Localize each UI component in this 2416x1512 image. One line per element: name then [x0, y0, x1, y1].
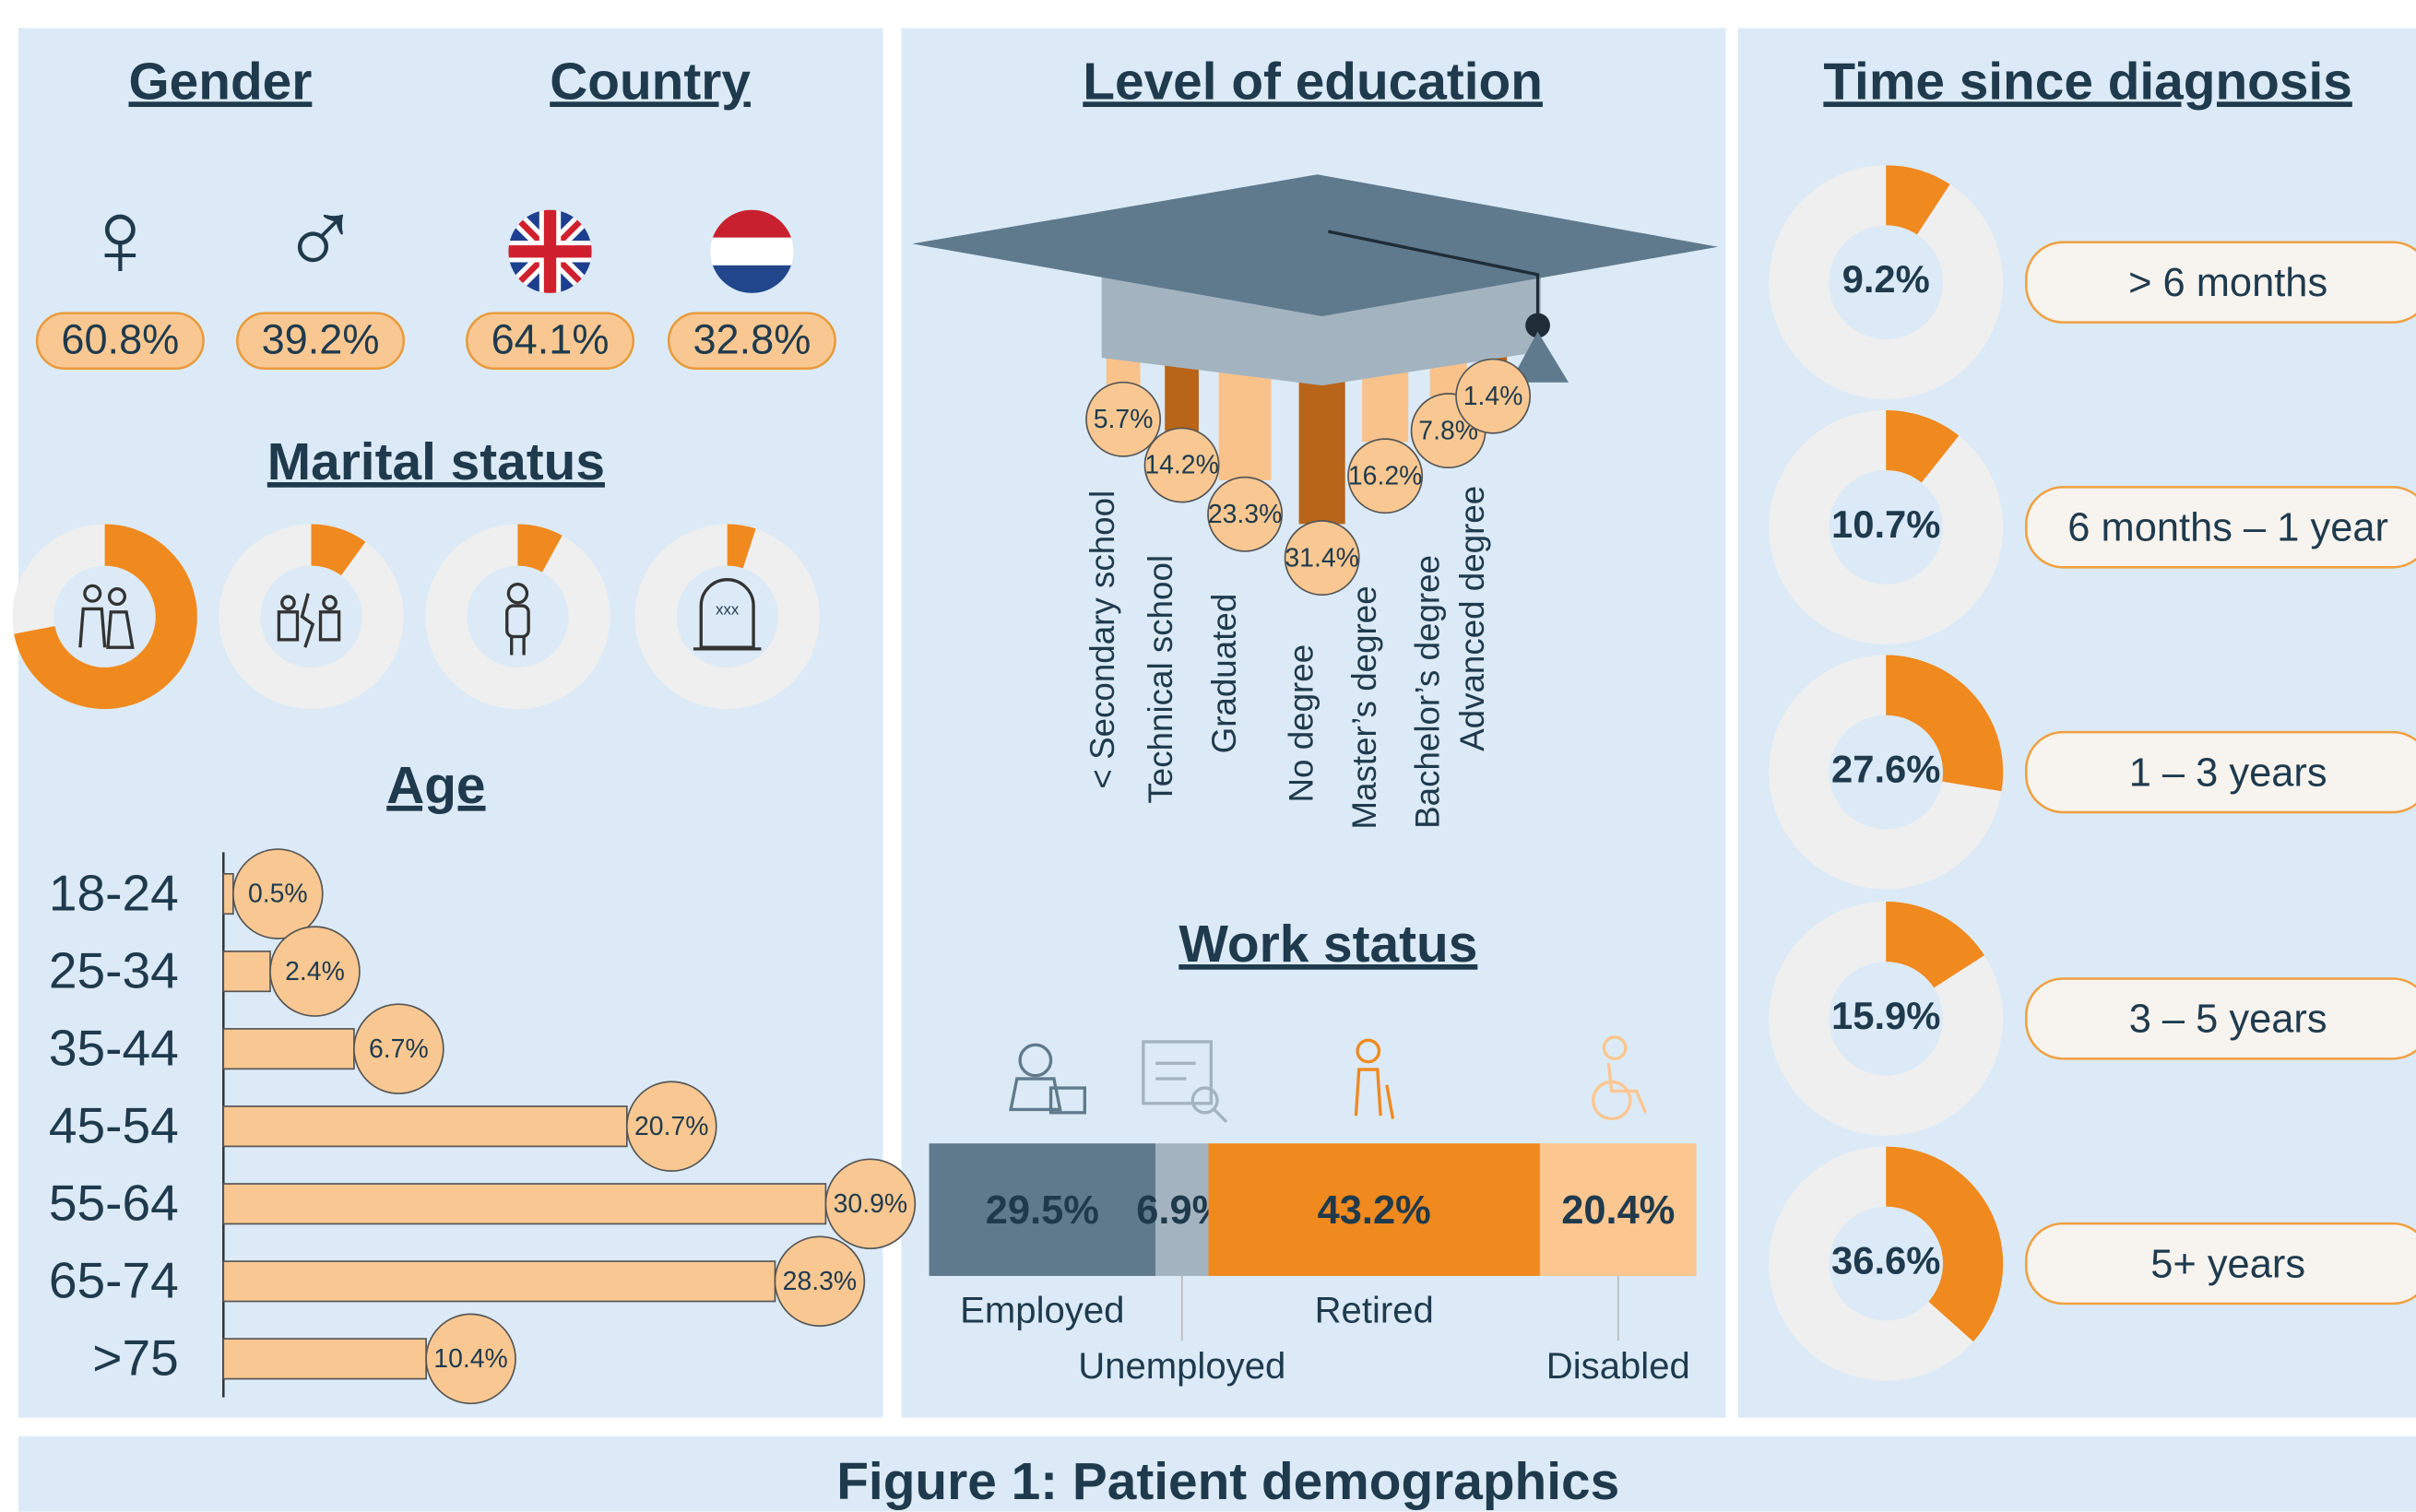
bar	[223, 874, 233, 914]
category-label: 65-74	[49, 1252, 179, 1309]
bar	[223, 1106, 627, 1146]
category-label: 5+ years	[2150, 1242, 2305, 1286]
category-label: 1 – 3 years	[2129, 750, 2327, 795]
value-label: 6.7%	[369, 1034, 429, 1064]
category-label: 3 – 5 years	[2129, 998, 2327, 1042]
nl-flag	[710, 210, 793, 293]
value-label: 30.9%	[834, 1189, 908, 1219]
bar	[223, 1339, 426, 1378]
percent-label: 64.1%	[491, 315, 610, 362]
chart-title: Work status	[1178, 915, 1477, 974]
legend-label: Unemployed	[1078, 1346, 1285, 1387]
chart-title: Time since diagnosis	[1823, 53, 2351, 111]
legend-label: Retired	[1315, 1291, 1434, 1331]
page: Patient demographics {"gender": {"title"…	[0, 0, 2416, 1512]
value-label: 2.4%	[285, 957, 345, 986]
value-label: 5.7%	[1094, 405, 1154, 434]
value-label: 29.5%	[986, 1188, 1099, 1233]
category-label: 45-54	[49, 1097, 179, 1154]
value-label: 9.2%	[1842, 257, 1930, 301]
female-icon: ♀	[79, 178, 160, 299]
category-label: 18-24	[49, 864, 179, 921]
category-label: 25-34	[49, 941, 179, 998]
bar	[223, 951, 270, 991]
category-label: Technical school	[1142, 555, 1179, 804]
title: Gender	[129, 53, 313, 111]
category-label: Master’s degree	[1345, 585, 1383, 829]
value-label: 31.4%	[1285, 543, 1359, 573]
value-label: 14.2%	[1144, 451, 1219, 480]
bar	[223, 1184, 825, 1223]
bar	[223, 1261, 775, 1301]
value-label: 15.9%	[1831, 994, 1940, 1037]
legend-label: Employed	[960, 1291, 1124, 1331]
category-label: Bachelor’s degree	[1408, 555, 1446, 829]
category-label: >75	[92, 1329, 179, 1387]
value-label: 20.4%	[1561, 1188, 1675, 1233]
percent-label: 39.2%	[262, 315, 380, 362]
category-label: > 6 months	[2128, 261, 2327, 305]
percent-label: 32.8%	[693, 315, 811, 362]
value-label: 28.3%	[783, 1267, 858, 1296]
uk-flag	[508, 210, 591, 293]
value-label: 43.2%	[1318, 1188, 1431, 1233]
value-label: 0.5%	[248, 880, 308, 909]
category-label: Graduated	[1205, 594, 1243, 754]
value-label: 20.7%	[634, 1112, 709, 1141]
svg-text:xxx: xxx	[716, 601, 740, 619]
title: Country	[550, 53, 751, 111]
value-label: 1.4%	[1463, 382, 1523, 411]
percent-label: 60.8%	[61, 315, 179, 362]
caption: Figure 1: Patient demographics	[836, 1453, 1619, 1511]
value-label: 23.3%	[1208, 500, 1283, 529]
chart-title: Age	[386, 757, 485, 815]
category-label: 55-64	[49, 1175, 179, 1232]
bar	[223, 1029, 354, 1069]
male-icon: ♂	[280, 178, 361, 299]
body: Gender Country ♀ ♂ 60.8% 39.2% 64.1% 32.8%	[0, 0, 2416, 1512]
category-label: < Secondary school	[1084, 490, 1121, 789]
category-label: Advanced degree	[1453, 486, 1491, 751]
chart-title: Level of education	[1083, 53, 1543, 111]
chart-title: Marital status	[267, 433, 605, 491]
value-label: 16.2%	[1348, 461, 1423, 490]
value-label: 10.7%	[1831, 502, 1940, 546]
category-label: No degree	[1282, 644, 1320, 803]
value-label: 36.6%	[1831, 1239, 1940, 1282]
category-label: 35-44	[49, 1020, 179, 1077]
value-label: 10.4%	[433, 1344, 508, 1374]
value-label: 27.6%	[1831, 748, 1940, 791]
legend-label: Disabled	[1546, 1346, 1690, 1387]
category-label: 6 months – 1 year	[2067, 506, 2388, 550]
infographic: Gender Country ♀ ♂ 60.8% 39.2% 64.1% 32.8%	[0, 0, 2416, 1512]
